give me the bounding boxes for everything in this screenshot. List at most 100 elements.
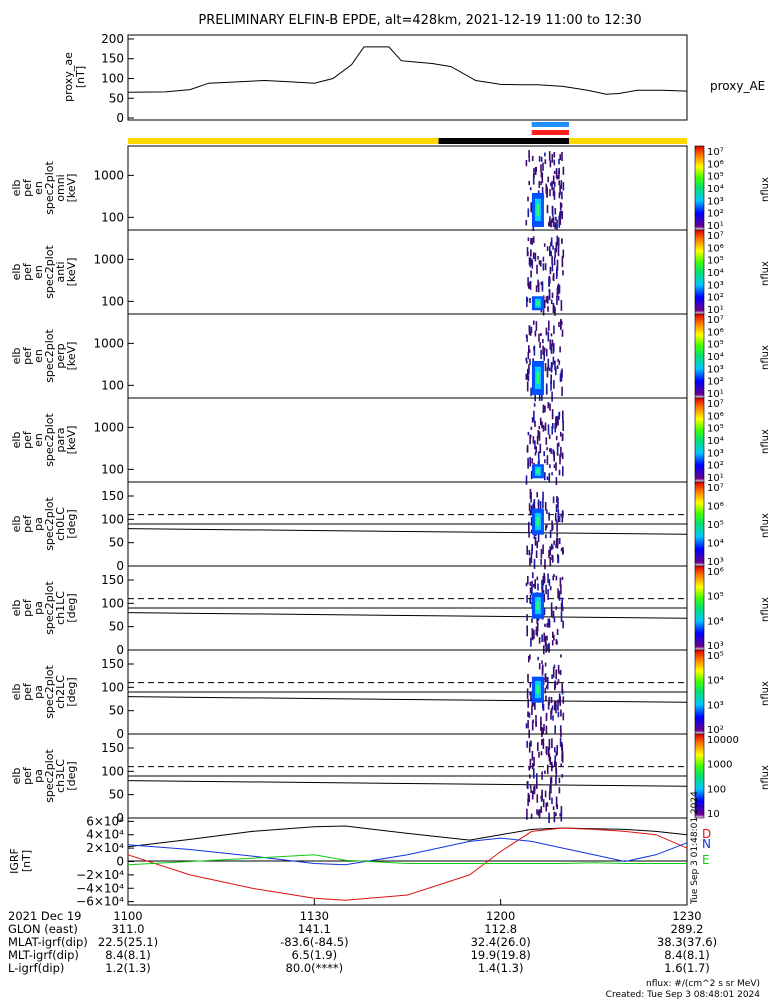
spectrogram-cell <box>529 434 532 438</box>
spectrogram-cell <box>546 476 549 480</box>
spectrogram-cell <box>529 587 532 594</box>
spectrogram-cell <box>557 283 560 295</box>
status-bar-yellow <box>568 138 687 144</box>
spectrogram-cell <box>547 644 549 652</box>
pitch-angle-colorbar-tick: 10 <box>707 809 720 820</box>
spectrogram-cell <box>557 497 559 509</box>
energy-ylabel-line: [keV] <box>65 174 78 203</box>
spectrogram-cell <box>528 550 531 556</box>
pitch-angle-ytick-label: 150 <box>101 741 124 755</box>
pitch-angle-ytick-label: 50 <box>109 620 124 634</box>
spectrogram-cell <box>534 420 536 427</box>
spectrogram-cell <box>560 431 562 437</box>
spectrogram-cell <box>553 187 555 196</box>
spectrogram-cell <box>555 435 558 441</box>
spectrogram-cell <box>533 558 536 569</box>
spectrogram-cell <box>557 664 560 674</box>
spectrogram-cell <box>525 373 528 380</box>
spectrogram-cell <box>527 277 529 287</box>
spectrogram-cell <box>531 260 534 269</box>
spectrogram-cell <box>533 410 535 422</box>
spectrogram-cell <box>533 698 536 707</box>
spectrogram-cell <box>556 504 558 508</box>
energy-colorbar-tick: 10⁶ <box>707 411 724 422</box>
pitch-angle-colorbar-label: nflux <box>760 513 771 538</box>
pitch-angle-colorbar <box>694 565 705 651</box>
energy-colorbar-tick: 10³ <box>707 364 724 375</box>
spectrogram-cell <box>557 588 559 599</box>
spectrogram-cell <box>556 235 559 246</box>
spectrogram-cell <box>529 435 531 445</box>
spectrogram-cell <box>542 799 545 808</box>
spectrogram-cell <box>551 391 553 402</box>
spectrogram-cell <box>540 751 543 756</box>
spectrogram-cell <box>551 263 554 272</box>
spectrogram-cell <box>561 435 564 442</box>
spectrogram-cell <box>530 692 532 701</box>
spectrogram-cell <box>553 159 556 166</box>
spectrogram-cell <box>545 584 547 595</box>
spectrogram-cell <box>542 738 545 749</box>
spectrogram-cell <box>533 629 535 640</box>
energy-ytick-label: 100 <box>101 294 124 308</box>
spectrogram-cell <box>562 182 565 191</box>
spectrogram-cell <box>540 173 543 177</box>
igrf-ylabel: IGRF [nT] <box>8 848 33 874</box>
spectrogram-cell <box>548 579 551 586</box>
igrf-ylabel-line1: IGRF <box>8 848 21 874</box>
spectrogram-cell <box>556 628 559 636</box>
spectrogram-cell <box>543 351 545 361</box>
spectrogram-cell <box>531 544 533 552</box>
ae-series-line <box>127 46 688 95</box>
spectrogram-cell <box>549 586 552 591</box>
spectrogram-cell <box>530 740 532 747</box>
spectrogram-cell <box>562 712 565 721</box>
pitch-angle-ylabel-line: spec2plot <box>43 665 56 719</box>
spectrogram-cell <box>560 611 563 622</box>
spectrogram-cell <box>542 404 545 413</box>
spectrogram-cell <box>546 685 548 689</box>
spectrogram-cell <box>562 417 564 423</box>
spectrogram-cell <box>543 573 546 579</box>
spectrogram-cell <box>560 446 562 457</box>
spectrogram-cell <box>551 472 553 476</box>
ae-ylabel: proxy_ae [nT] <box>62 52 87 102</box>
spectrogram-cell <box>542 345 544 355</box>
spectrogram-cell <box>558 590 561 601</box>
energy-colorbar-tick: 10⁷ <box>707 399 724 410</box>
energy-colorbar-tick: 10⁴ <box>707 184 724 195</box>
spectrogram-cell <box>528 180 530 186</box>
pitch-angle-ytick-label: 0 <box>116 811 124 825</box>
spectrogram-cell <box>558 469 561 476</box>
spectrogram-cell <box>536 627 539 637</box>
energy-frame <box>127 397 688 483</box>
created-stamp: Created: Tue Sep 3 08:48:01 2024 <box>606 990 761 1000</box>
energy-colorbar-tick: 10⁷ <box>707 231 724 242</box>
spectrogram-cell <box>553 170 556 174</box>
energy-colorbar-label: nflux <box>760 345 771 370</box>
pitch-angle-ytick-label: 0 <box>116 559 124 573</box>
spectrogram-cell <box>538 426 541 430</box>
pitch-angle-colorbar-tick: 10⁷ <box>707 483 724 494</box>
pitch-angle-ylabel-line: elb <box>10 768 23 785</box>
spectrogram-cell <box>552 496 555 504</box>
spectrogram-cell <box>561 510 564 519</box>
spectrogram-cell <box>527 698 529 708</box>
spectrogram-cell <box>552 449 554 455</box>
spectrogram-cell <box>559 373 562 382</box>
spectrogram-cell <box>538 156 541 162</box>
ae-series-label: proxy_AE <box>710 79 765 93</box>
spectrogram-cell <box>543 299 546 309</box>
spectrogram-cell <box>555 366 557 376</box>
energy-frame <box>127 313 688 399</box>
spectrogram-cell <box>544 687 547 694</box>
spectrogram-cell <box>531 632 534 641</box>
spectrogram-cell <box>531 587 533 596</box>
energy-colorbar <box>694 145 705 231</box>
spectrogram-cell <box>561 576 564 580</box>
spectrogram-cell <box>530 529 533 534</box>
spectrogram-cell <box>527 792 530 799</box>
spectrogram-cell <box>531 417 534 423</box>
spectrogram-cell <box>544 152 546 157</box>
